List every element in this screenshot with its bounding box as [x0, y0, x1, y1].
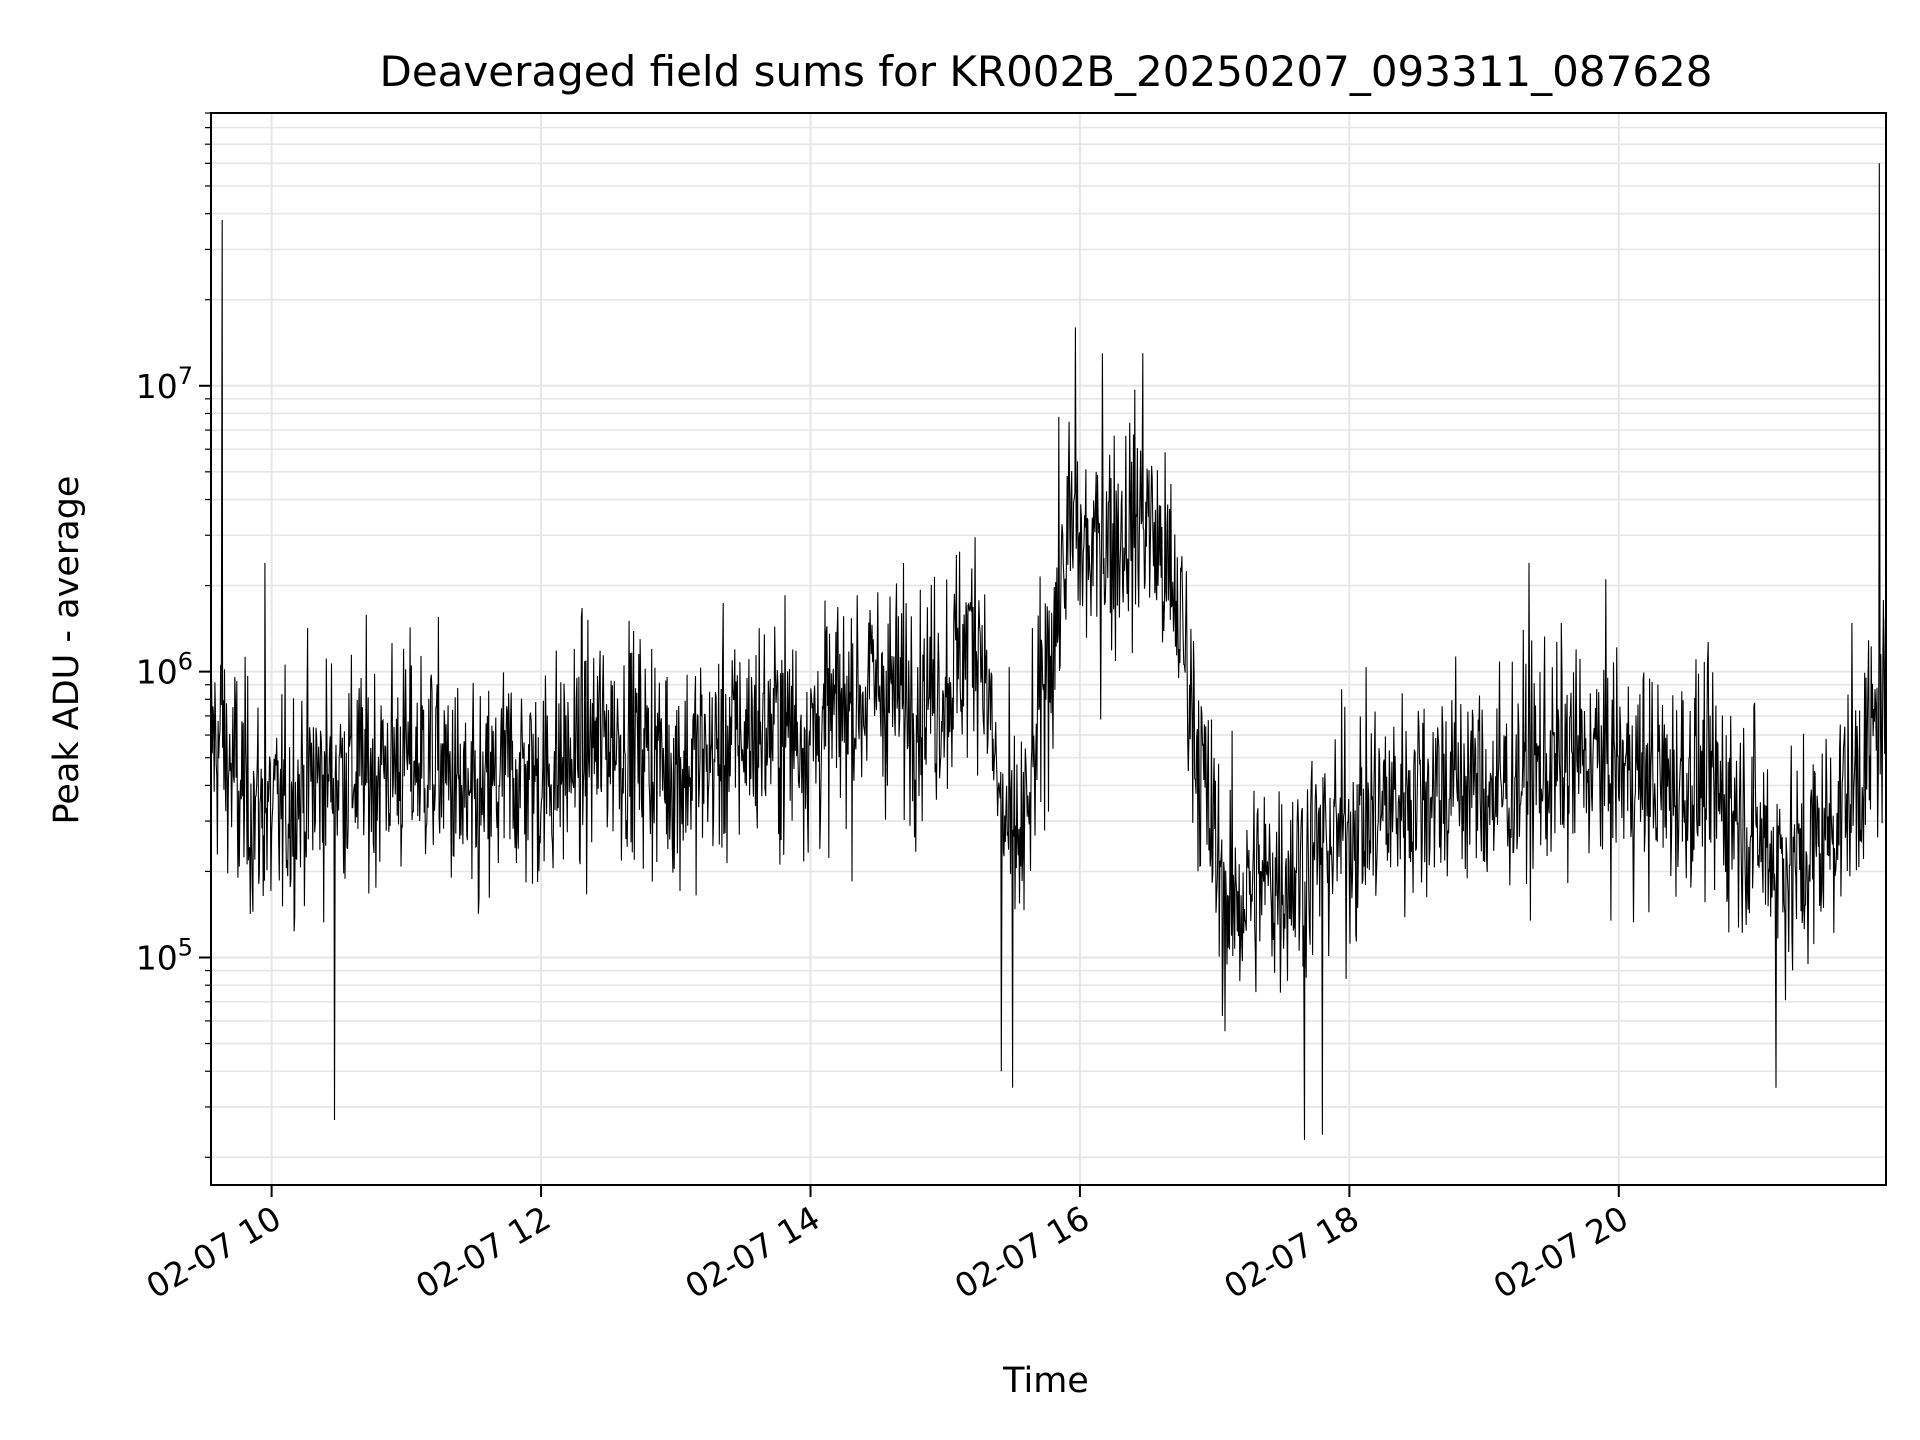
x-tick-label: 02-07 16 [948, 1198, 1096, 1306]
y-tick-label: 107 [136, 362, 193, 406]
y-tick-label: 105 [136, 933, 193, 977]
data-series [210, 163, 1887, 1140]
y-tick-base: 10 [136, 367, 178, 406]
y-tick-base: 10 [136, 653, 178, 692]
y-tick-base: 10 [136, 938, 178, 977]
y-tick-label: 106 [136, 648, 193, 692]
y-axis-label: Peak ADU - average [47, 476, 87, 825]
chart-title: Deaveraged field sums for KR002B_2025020… [380, 47, 1713, 96]
x-tick-label: 02-07 12 [409, 1198, 557, 1306]
x-tick-label: 02-07 18 [1217, 1198, 1365, 1306]
x-axis-label: Time [1002, 1361, 1089, 1401]
x-tick-label: 02-07 10 [140, 1198, 288, 1306]
plot-area-frame [210, 112, 1887, 1186]
x-tick-label: 02-07 20 [1487, 1198, 1635, 1306]
series-line [210, 163, 1887, 1140]
y-tick-exponent: 6 [178, 648, 193, 676]
y-tick-exponent: 7 [178, 362, 193, 390]
x-tick-label: 02-07 14 [679, 1198, 827, 1306]
y-tick-exponent: 5 [178, 933, 193, 961]
